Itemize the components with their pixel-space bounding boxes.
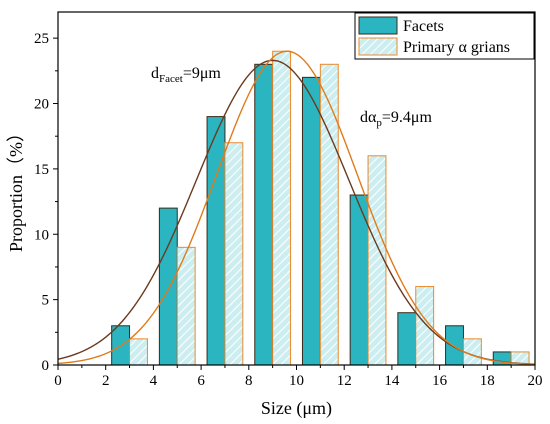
x-tick-label: 8 bbox=[245, 373, 253, 389]
bar-facets bbox=[301, 76, 321, 366]
y-tick-label: 5 bbox=[42, 293, 50, 309]
bar-primary-alpha-grains bbox=[224, 142, 244, 366]
y-axis: 0 5 10 15 20 25 bbox=[34, 31, 58, 374]
y-tick-label: 15 bbox=[34, 162, 49, 178]
legend-label: Facets bbox=[403, 18, 444, 35]
bars-layer bbox=[111, 50, 530, 366]
bar-facets bbox=[397, 312, 417, 366]
fit-curve bbox=[57, 59, 536, 365]
bar-primary-alpha-grains bbox=[129, 338, 148, 366]
y-axis-title: Proportion（%） bbox=[6, 124, 26, 252]
y-tick-label: 0 bbox=[42, 358, 50, 374]
fit-curves-layer bbox=[57, 50, 536, 366]
y-tick-label: 10 bbox=[34, 227, 49, 243]
x-tick-label: 16 bbox=[432, 373, 448, 389]
legend: Facets Primary α grians bbox=[354, 12, 535, 60]
x-axis-title: Size (μm) bbox=[261, 398, 332, 419]
x-tick-label: 2 bbox=[102, 373, 110, 389]
legend-swatch bbox=[358, 37, 398, 56]
legend-swatch bbox=[358, 16, 398, 35]
x-tick-label: 4 bbox=[150, 373, 158, 389]
bar-primary-alpha-grains bbox=[319, 63, 339, 366]
bar-facets bbox=[206, 116, 226, 366]
bar-facets bbox=[445, 325, 464, 366]
annotation-d-facet: dFacet=9μm bbox=[151, 65, 221, 85]
y-tick-label: 20 bbox=[34, 97, 49, 113]
x-axis: 0 2 4 6 8 10 12 14 16 18 20 bbox=[54, 365, 543, 389]
fit-curve bbox=[57, 50, 536, 366]
x-tick-label: 12 bbox=[337, 373, 352, 389]
annotations-layer: dFacet=9μm dαp=9.4μm bbox=[151, 65, 432, 129]
bar-facets bbox=[254, 63, 274, 366]
x-tick-label: 6 bbox=[197, 373, 205, 389]
legend-label: Primary α grians bbox=[403, 39, 510, 56]
x-tick-label: 14 bbox=[384, 373, 400, 389]
x-tick-label: 18 bbox=[480, 373, 495, 389]
x-tick-label: 0 bbox=[54, 373, 62, 389]
annotation-d-alpha: dαp=9.4μm bbox=[360, 109, 432, 129]
x-tick-label: 20 bbox=[528, 373, 543, 389]
x-tick-label: 10 bbox=[289, 373, 304, 389]
bar-primary-alpha-grains bbox=[272, 50, 292, 366]
bar-primary-alpha-grains bbox=[462, 338, 482, 366]
y-tick-label: 25 bbox=[34, 31, 49, 47]
bar-primary-alpha-grains bbox=[367, 155, 387, 366]
